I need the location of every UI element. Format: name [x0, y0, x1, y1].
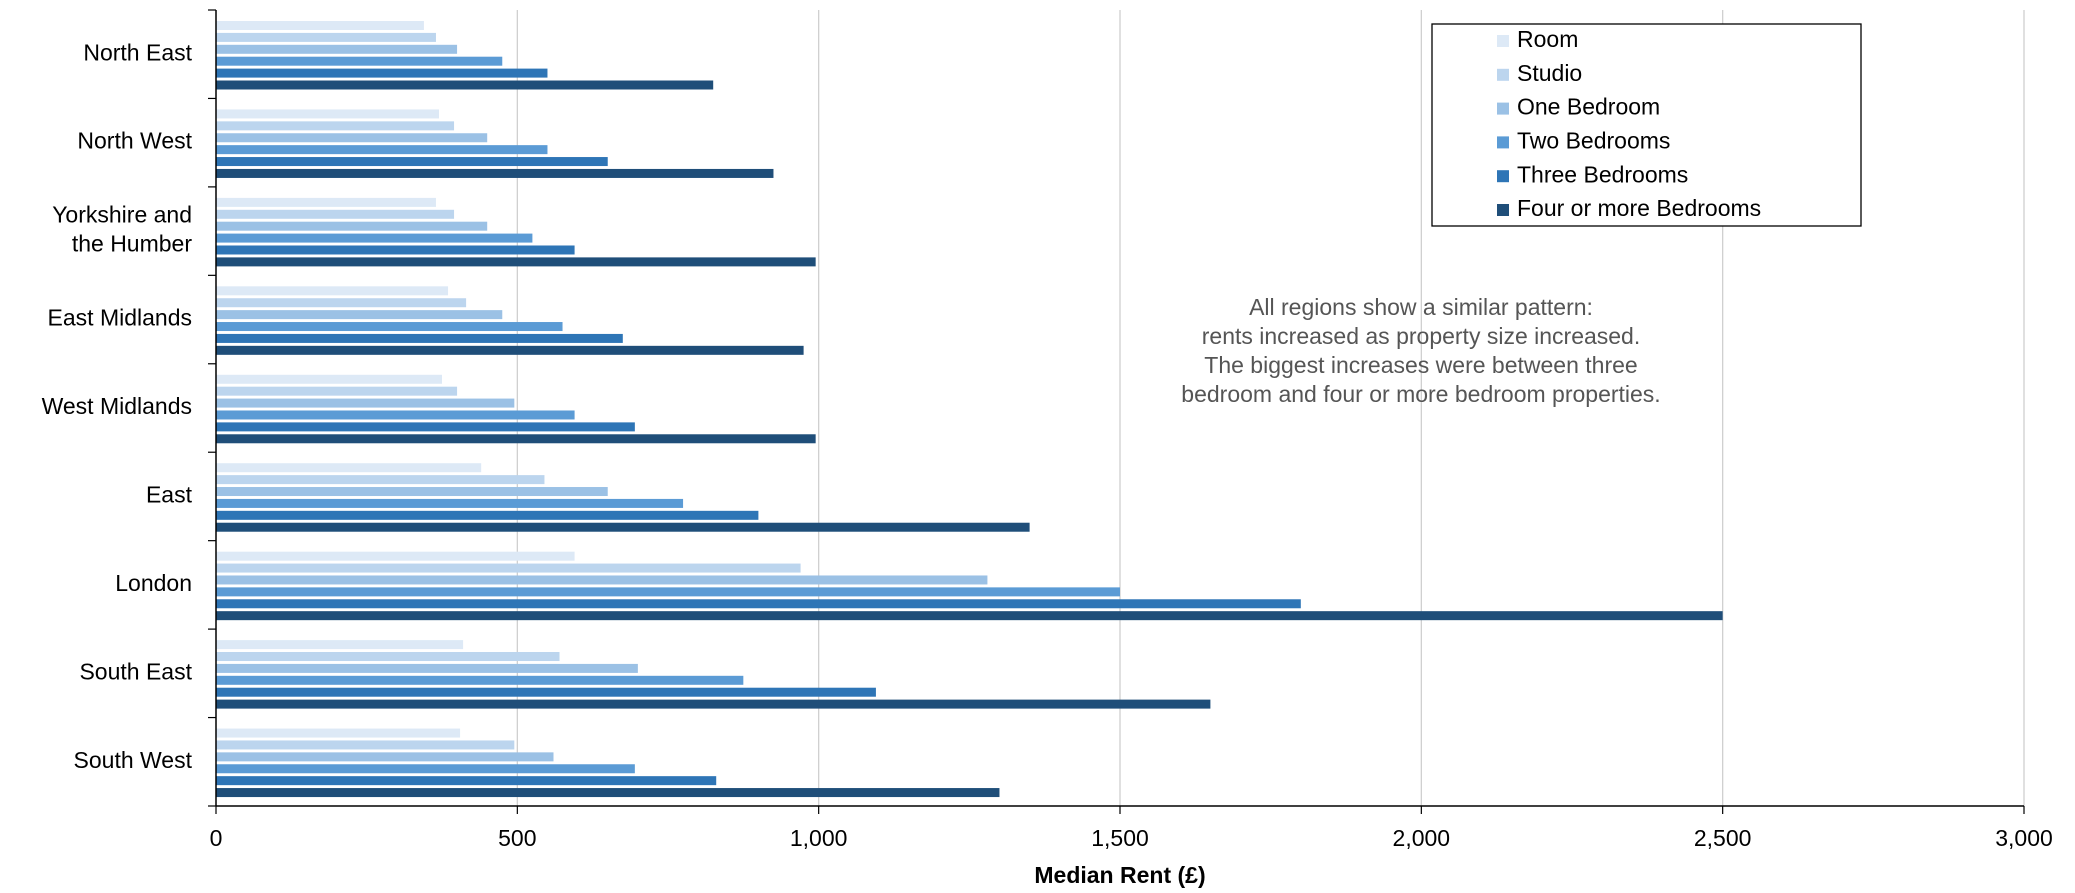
legend-label: One Bedroom — [1517, 94, 1660, 120]
legend-label: Room — [1517, 26, 1578, 52]
category-label: East — [146, 482, 193, 508]
legend-box — [1431, 23, 1862, 227]
legend-swatch — [1497, 102, 1509, 115]
bar — [216, 386, 458, 396]
x-tick-label: 2,500 — [1694, 825, 1752, 851]
bar — [216, 463, 482, 473]
bar — [216, 21, 424, 30]
bar — [216, 422, 635, 432]
category-label: South East — [79, 658, 192, 684]
bar — [216, 298, 467, 308]
bar — [216, 599, 1301, 609]
legend-swatch — [1497, 204, 1509, 216]
bar — [216, 197, 436, 207]
bar — [216, 286, 449, 296]
legend-swatch — [1497, 68, 1509, 81]
x-tick-label: 0 — [210, 825, 223, 851]
legend-label: Three Bedrooms — [1517, 161, 1688, 187]
legend-swatch — [1497, 136, 1509, 149]
bar — [216, 410, 575, 420]
legend-swatch — [1497, 170, 1509, 183]
bar — [216, 675, 744, 685]
bar — [216, 522, 1030, 532]
category-label: East Midlands — [48, 305, 192, 331]
legend-label: Two Bedrooms — [1517, 127, 1670, 153]
bar — [216, 145, 548, 155]
bar — [216, 157, 608, 167]
bar — [216, 652, 560, 662]
bar — [216, 587, 1120, 597]
category-label: West Midlands — [42, 393, 192, 419]
category-label: North East — [83, 39, 192, 65]
category-label: London — [115, 570, 192, 596]
bar — [216, 133, 488, 143]
bar — [216, 68, 548, 78]
bar — [216, 640, 464, 650]
x-tick-label: 1,500 — [1091, 825, 1149, 851]
bar — [216, 434, 816, 444]
bar — [216, 121, 455, 131]
bar — [216, 687, 876, 697]
bar — [216, 32, 436, 42]
bar — [216, 257, 816, 267]
bar — [216, 776, 717, 786]
bar — [216, 310, 503, 320]
category-label: the Humber — [72, 231, 193, 257]
legend-label: Studio — [1517, 60, 1582, 86]
annotation-line: All regions show a similar pattern: — [1249, 294, 1593, 320]
legend-swatch — [1497, 35, 1509, 47]
bar — [216, 475, 545, 485]
bar — [216, 322, 563, 332]
x-tick-label: 3,000 — [1995, 825, 2053, 851]
bar — [216, 663, 638, 673]
category-label: North West — [77, 128, 192, 154]
bar — [216, 56, 503, 66]
bar — [216, 551, 575, 561]
bar — [216, 109, 439, 119]
bar — [216, 345, 804, 355]
bar — [216, 233, 533, 243]
x-axis-title: Median Rent (£) — [1034, 862, 1205, 888]
bar — [216, 740, 515, 750]
bar — [216, 245, 575, 255]
bar — [216, 611, 1723, 621]
x-tick-label: 2,000 — [1393, 825, 1451, 851]
bar — [216, 221, 488, 231]
bar — [216, 728, 461, 738]
bar — [216, 209, 455, 219]
bar — [216, 487, 608, 497]
bar — [216, 699, 1211, 709]
x-tick-label: 500 — [498, 825, 536, 851]
legend-label: Four or more Bedrooms — [1517, 195, 1761, 221]
bar — [216, 764, 635, 774]
bar — [216, 498, 684, 508]
annotation-line: The biggest increases were between three — [1204, 352, 1637, 378]
bar — [216, 80, 714, 90]
bar — [216, 333, 623, 343]
bar — [216, 510, 759, 520]
bar — [216, 374, 442, 384]
category-label: South West — [74, 747, 193, 773]
x-tick-label: 1,000 — [790, 825, 848, 851]
bar — [216, 788, 1000, 798]
category-label: Yorkshire and — [52, 202, 192, 228]
bar — [216, 752, 554, 762]
annotation-line: bedroom and four or more bedroom propert… — [1181, 381, 1660, 407]
bar — [216, 168, 774, 178]
bar — [216, 575, 988, 585]
annotation-line: rents increased as property size increas… — [1202, 323, 1641, 349]
bar — [216, 44, 458, 54]
bar — [216, 563, 801, 573]
bar — [216, 398, 515, 408]
